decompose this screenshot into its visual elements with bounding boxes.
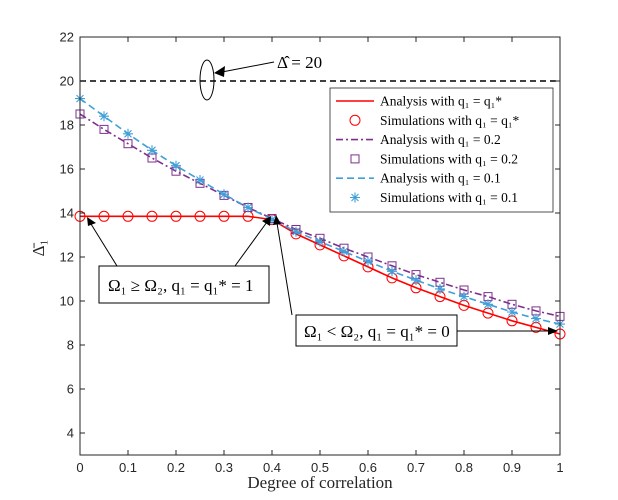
legend-box [329,87,554,213]
annotation1-arrow-line [90,223,118,267]
legend-swatch-marker [350,154,360,164]
data-point [99,124,109,134]
annotation-case2: Ω₁ < Ω₂, q₁ = q₁* = 0 [273,215,558,347]
data-point [531,313,541,324]
y-tick-label: 6 [67,382,74,397]
data-point [363,256,373,267]
data-point [387,266,397,277]
annotation-case1: Ω₁ ≥ Ω₂, q₁ = q₁* = 1 [87,216,271,304]
legend-label: Simulations with q₁ = q₁* [380,113,520,128]
x-tick-label: 0.9 [503,460,521,475]
ticks: 0 0.1 0.2 0.3 0.4 0.5 0.6 0.7 0.8 0.9 146810121416… [60,30,564,476]
x-tick-label: 0 [76,460,83,475]
annotation2-arrowhead-2 [548,327,558,335]
annotation2-box [295,314,458,347]
annotation1-arrowhead-2 [262,216,271,226]
y-tick-label: 22 [60,30,74,45]
data-point [146,210,158,222]
x-tick-label: 0.5 [311,460,329,475]
data-point [122,210,134,222]
data-point [123,139,133,149]
annotation1-text: Ω₁ ≥ Ω₂, q₁ = q₁* = 1 [108,276,253,295]
annotation2-arrowhead [273,215,281,225]
legend-label: Analysis with q₁ = q₁* [380,94,502,109]
data-point [219,189,229,200]
y-tick-label: 14 [60,206,74,221]
annotation1-arrowhead [87,217,96,226]
data-point [483,299,493,310]
data-point [339,246,349,257]
data-point [459,291,469,302]
series-5 [75,93,565,330]
data-point [243,202,253,213]
legend-swatch-marker [349,114,361,126]
y-tick-label: 8 [67,338,74,353]
legend: Analysis with q₁ = q₁* Simulations with q… [329,87,554,213]
reference-label: Δ̂ = 20 [277,53,322,72]
reference-ellipse [199,59,215,101]
y-tick-label: 18 [60,118,74,133]
annotation1-box [98,265,270,304]
y-tick-label: 16 [60,162,74,177]
data-point [123,128,133,139]
reference-arrowhead [214,66,225,77]
reference-arrow-line [221,61,275,73]
legend-label: Simulations with q₁ = 0.2 [380,151,518,166]
data-point [171,160,181,171]
data-point [194,210,206,222]
data-point [267,214,277,225]
data-point [99,111,109,122]
legend-label: Analysis with q₁ = 0.1 [380,171,501,186]
data-point [218,210,230,222]
data-point [170,210,182,222]
series-group [74,93,566,340]
x-tick-label: 0.6 [359,460,377,475]
y-tick-label: 10 [60,294,74,309]
x-tick-label: 1 [556,460,563,475]
x-tick-label: 0.8 [455,460,473,475]
annotation1-arrow-line-2 [234,221,268,267]
x-tick-label: 0.3 [215,460,233,475]
x-tick-label: 0.4 [263,460,281,475]
data-point [147,145,157,156]
data-point [291,226,301,237]
legend-label: Simulations with q₁ = 0.1 [380,190,518,205]
x-axis-title: Degree of correlation [247,473,393,492]
reference-annotation: Δ̂ = 20 [199,53,322,101]
y-tick-label: 20 [60,74,74,89]
data-point [411,275,421,286]
x-tick-label: 0.1 [119,460,137,475]
y-axis-title: Δ̄₁ [29,240,48,257]
y-tick-label: 12 [60,250,74,265]
data-point [98,210,110,222]
annotation2-arrow-line [276,222,293,316]
x-tick-label: 0.2 [167,460,185,475]
data-point [435,283,445,294]
data-point [507,307,517,317]
legend-label: Analysis with q₁ = 0.2 [380,132,501,147]
x-tick-label: 0.7 [407,460,425,475]
y-tick-label: 4 [67,426,74,441]
data-point [315,236,325,247]
data-point [195,175,205,185]
annotation2-text: Ω₁ < Ω₂, q₁ = q₁* = 0 [304,322,450,341]
legend-swatch-marker [350,192,360,203]
